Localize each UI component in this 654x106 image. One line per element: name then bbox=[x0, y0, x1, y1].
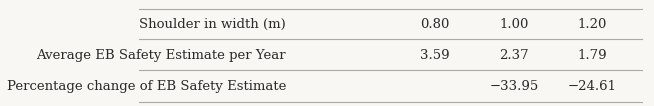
Text: 1.00: 1.00 bbox=[499, 18, 528, 31]
Text: 1.20: 1.20 bbox=[577, 18, 607, 31]
Text: Shoulder in width (m): Shoulder in width (m) bbox=[139, 18, 286, 31]
Text: −24.61: −24.61 bbox=[568, 80, 617, 93]
Text: Average EB Safety Estimate per Year: Average EB Safety Estimate per Year bbox=[36, 49, 286, 62]
Text: 1.79: 1.79 bbox=[577, 49, 607, 62]
Text: −33.95: −33.95 bbox=[489, 80, 538, 93]
Text: 2.37: 2.37 bbox=[499, 49, 528, 62]
Text: 0.80: 0.80 bbox=[421, 18, 450, 31]
Text: 3.59: 3.59 bbox=[421, 49, 450, 62]
Text: Percentage change of EB Safety Estimate: Percentage change of EB Safety Estimate bbox=[7, 80, 286, 93]
